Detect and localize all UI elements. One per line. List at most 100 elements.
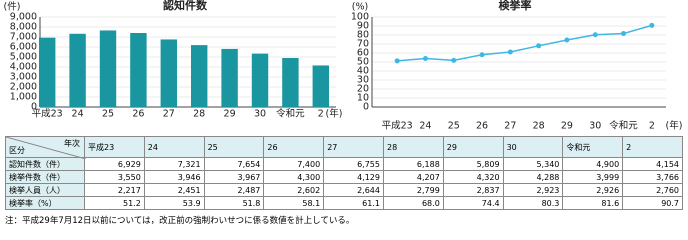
cell: 68.0 [382,196,444,210]
x-tick-label: 平成23 [382,120,413,132]
x-tick-label: 26 [476,121,488,132]
corner-diagonal [6,137,86,159]
cell: 51.2 [84,196,145,210]
column-header: 25 [203,136,265,158]
data-table: 年次 区分 平成23 24 25 26 27 28 29 30 令和元 2 認知件数（件） 6,92… [5,136,683,210]
cell: 51.8 [203,196,265,210]
x-tick-label: 29 [224,109,236,120]
cell: 2,217 [84,183,145,197]
point [536,43,542,49]
point [649,22,655,28]
cell: 81.6 [562,196,624,210]
y-tick-label: 100 [351,12,369,23]
cell: 7,654 [203,157,265,171]
cell: 4,320 [442,170,504,184]
cell: 6,929 [84,157,145,171]
y-tick-label: 30 [357,75,369,86]
bar [38,37,56,107]
y-tick-label: 80 [357,30,369,41]
cell: 3,967 [203,170,265,184]
y-tick-label: 8,000 [10,22,37,33]
y-tick-label: 90 [357,21,369,32]
cell: 4,207 [382,170,444,184]
table-row: 検挙率（%） 51.2 53.9 51.8 58.1 61.1 68.0 74.4 80.3 81… [5,196,683,210]
cell: 2,760 [622,183,683,197]
x-tick-label: 24 [419,121,431,132]
y-tick-label: 1,000 [10,92,37,103]
cell: 6,755 [323,157,384,171]
x-tick-label: 29 [561,121,573,132]
cell: 4,154 [622,157,683,171]
cell: 2,799 [382,183,444,197]
x-tick-label: 28 [193,109,205,120]
row-label: 検挙件数（件） [5,170,85,184]
y-tick-label: 50 [357,57,369,68]
bar [130,33,147,107]
y-tick-label: 9,000 [10,12,37,23]
chart-title: 認知件数 [163,0,208,12]
cell: 90.7 [622,196,683,210]
row-label: 検挙率（%） [5,196,85,210]
cell: 3,550 [84,170,145,184]
cell: 7,400 [263,157,325,171]
point [451,57,457,63]
header-row: 年次 区分 平成23 24 25 26 27 28 29 30 令和元 2 [5,136,683,159]
point [592,32,598,38]
column-header: 2 [622,136,683,158]
bar [69,33,86,107]
table-row: 検挙人員（人） 2,217 2,451 2,487 2,602 2,644 2,799 2,8… [5,183,683,197]
y-tick-label: 20 [357,84,369,95]
column-header: 令和元 [562,136,624,158]
bar [312,65,330,107]
x-tick-label: 25 [448,121,460,132]
y-tick-label: 0 [31,102,37,113]
cell: 4,900 [562,157,624,171]
x-tick-label: 2 [649,121,655,132]
cell: 6,188 [382,157,444,171]
column-header: 30 [502,136,564,158]
corner-top: 年次 [64,139,80,148]
cell: 2,923 [502,183,564,197]
note: 注：平成29年7月12日以前については，改正前の強制わいせつに係る数値を計上して… [5,216,355,226]
y-tick-label: 7,000 [10,32,37,43]
cell: 3,946 [143,170,205,184]
corner-bottom: 区分 [9,146,25,155]
column-header: 28 [382,136,444,158]
cell: 5,340 [502,157,564,171]
row-label: 検挙人員（人） [5,183,85,197]
cell: 2,926 [562,183,624,197]
y-axis-label: (%) [352,2,368,13]
cell: 4,300 [263,170,325,184]
x-tick-label: 平成23 [32,108,63,120]
table-row: 検挙件数（件） 3,550 3,946 3,967 4,300 4,129 4,207 4,3… [5,170,683,184]
y-tick-label: 2,000 [10,82,37,93]
cell: 53.9 [143,196,205,210]
x-tick-label: 30 [254,109,266,120]
cell: 2,602 [263,183,325,197]
x-axis-label: (年) [326,108,343,120]
cell: 2,644 [323,183,384,197]
x-tick-label: 30 [589,121,601,132]
charts: 認知件数(件)(年)01,0002,0003,0004,0005,0006,00… [4,0,683,132]
y-tick-label: 10 [357,93,369,104]
x-tick-label: 28 [533,121,545,132]
x-tick-label: 2 [318,109,324,120]
point [422,55,428,61]
cell: 2,837 [442,183,504,197]
table-row: 認知件数（件） 6,929 7,321 7,654 7,400 6,755 6,188 5,8… [5,157,683,171]
cell: 2,451 [143,183,205,197]
x-tick-label: 27 [504,121,516,132]
y-tick-label: 40 [357,66,369,77]
x-tick-label: 令和元 [276,108,305,120]
y-tick-label: 3,000 [10,72,37,83]
bar [99,30,117,107]
point [507,49,513,55]
y-tick-label: 4,000 [10,62,37,73]
corner-cell: 年次 区分 [5,136,86,159]
y-tick-label: 70 [357,39,369,50]
x-axis-label: (年) [666,120,683,132]
bar [282,58,299,107]
bar [160,39,178,108]
column-header: 27 [323,136,384,158]
line [397,24,653,62]
